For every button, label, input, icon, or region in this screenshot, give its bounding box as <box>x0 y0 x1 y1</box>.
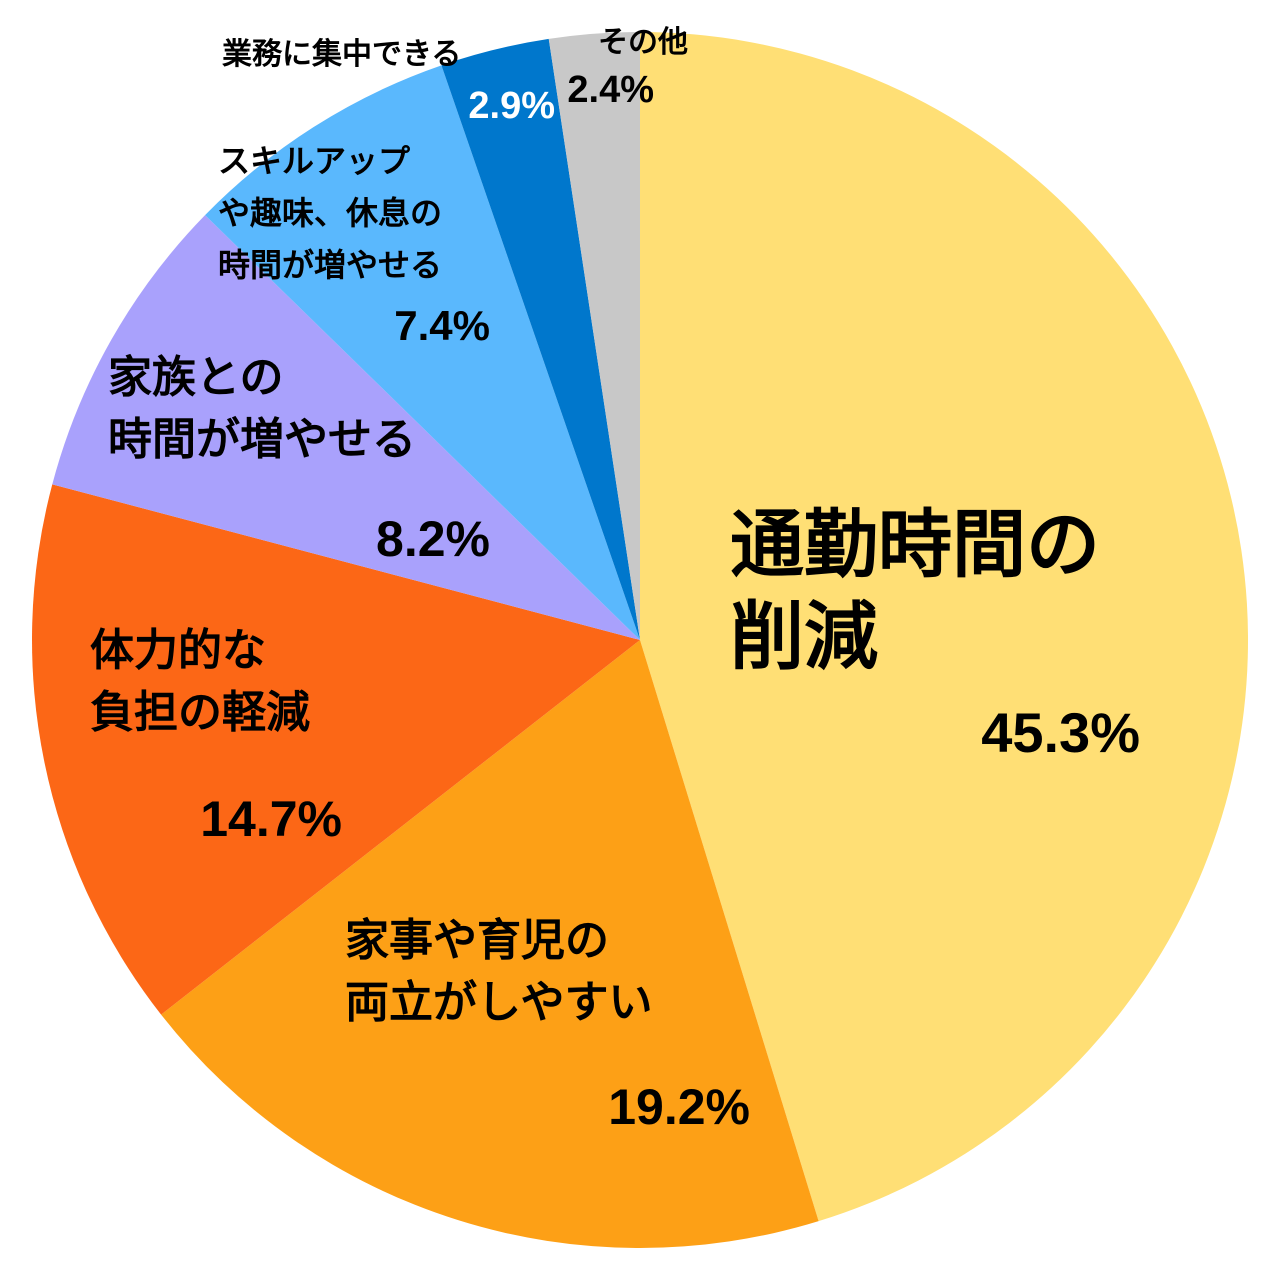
pie-slice <box>640 32 1249 1222</box>
pie-slices <box>32 32 1249 1249</box>
slice-value-label: 2.4% <box>567 69 654 111</box>
pie-slice <box>32 484 640 1015</box>
slice-label: 負担の軽減 <box>90 687 310 738</box>
pie-slice <box>441 38 640 640</box>
slice-label: 時間が増やせる <box>218 246 442 284</box>
pie-slice <box>52 215 640 641</box>
slice-value-label: 2.9% <box>468 85 555 127</box>
pie-slice <box>548 32 640 640</box>
slice-label: 家族との <box>108 352 284 403</box>
slice-value-label: 45.3% <box>981 701 1140 764</box>
slice-label: 通勤時間の <box>730 502 1100 588</box>
slice-value-label: 14.7% <box>200 791 342 847</box>
pie-slice <box>161 640 819 1249</box>
slice-label: スキルアップ <box>218 142 411 180</box>
slice-label: や趣味、休息の <box>218 194 442 232</box>
pie-slice <box>205 65 641 641</box>
slice-label: 削減 <box>730 594 878 680</box>
slice-label: 体力的な <box>90 625 266 676</box>
slice-label: 時間が増やせる <box>108 414 416 465</box>
slice-label: 両立がしやすい <box>345 977 653 1028</box>
slice-value-label: 8.2% <box>376 511 490 567</box>
slice-value-label: 19.2% <box>608 1079 750 1135</box>
slice-label: 業務に集中できる <box>222 37 461 72</box>
slice-label: 家事や育児の <box>345 915 609 966</box>
slice-value-label: 7.4% <box>394 302 490 349</box>
slice-label: その他 <box>598 25 688 60</box>
